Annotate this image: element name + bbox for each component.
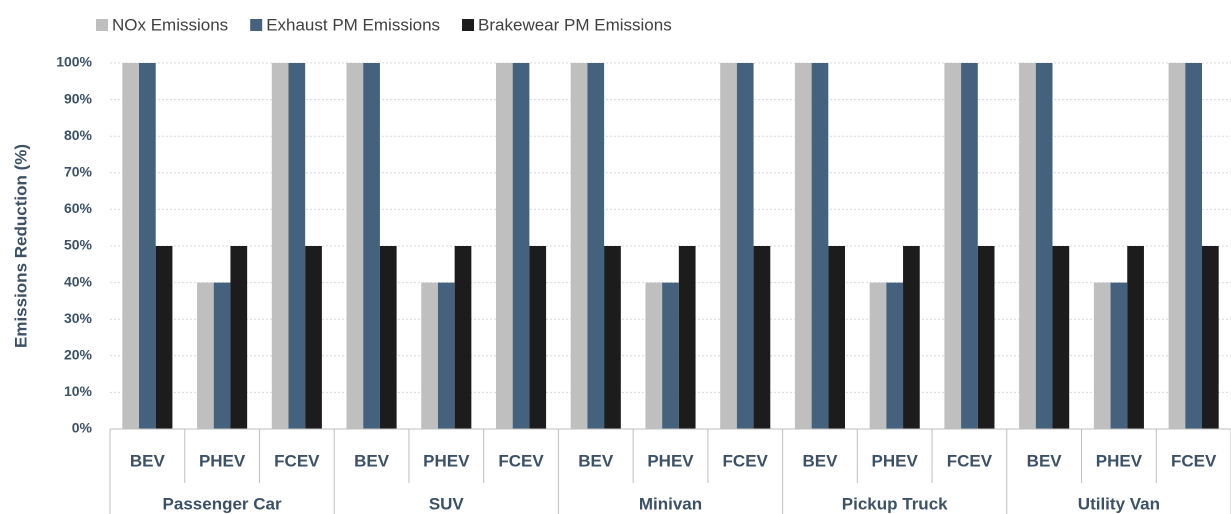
bar [886,282,904,429]
bar [1168,63,1186,429]
x-tick-label: FCEV [723,451,769,470]
legend-label: NOx Emissions [112,15,228,34]
x-tick-label: PHEV [647,451,694,470]
bar [529,246,547,429]
bar [1019,63,1036,429]
x-tick-label: BEV [130,451,166,470]
bar [346,63,364,429]
group-label: Passenger Car [163,494,282,513]
bar [587,63,605,429]
x-tick-label: FCEV [274,451,320,470]
bar [454,246,472,429]
bar [1110,282,1128,429]
y-tick-label: 50% [64,237,93,253]
legend-label: Exhaust PM Emissions [266,15,440,34]
bar [139,63,156,429]
y-axis-title: Emissions Reduction (%) [11,144,30,348]
bar [604,246,621,429]
bar [1201,246,1219,429]
bar [305,246,322,429]
legend-swatch [250,19,263,31]
bar [944,63,962,429]
legend-label: Brakewear PM Emissions [478,15,672,34]
bar [495,63,513,429]
y-tick-label: 100% [56,54,92,70]
x-tick-label: PHEV [199,451,246,470]
bar [155,246,173,429]
bar [662,282,679,429]
bar [903,246,920,429]
bar [828,246,846,429]
bar [570,63,588,429]
y-tick-label: 40% [64,273,93,289]
bar [122,63,140,429]
x-tick-label: BEV [354,451,390,470]
x-tick-label: PHEV [423,451,470,470]
bar [678,246,696,429]
bar [437,282,455,429]
bar [645,282,663,429]
bar [794,63,812,429]
bar [720,63,737,429]
x-tick-label: FCEV [947,451,993,470]
bar [230,246,248,429]
group-label: Pickup Truck [842,494,948,513]
y-tick-label: 20% [64,347,93,363]
x-tick-label: FCEV [1171,451,1217,470]
bar [736,63,754,429]
x-tick-label: FCEV [498,451,544,470]
bar [363,63,380,429]
x-tick-label: BEV [802,451,838,470]
y-tick-label: 90% [64,90,93,106]
bar [512,63,530,429]
x-tick-label: BEV [1027,451,1063,470]
legend-swatch [462,19,475,31]
bar [869,282,887,429]
x-tick-label: PHEV [1096,451,1143,470]
bar [421,282,438,429]
bar [977,246,995,429]
bar [1185,63,1202,429]
bar [1093,282,1111,429]
y-tick-label: 80% [64,127,93,143]
y-tick-label: 0% [72,420,93,436]
bar [753,246,771,429]
bar [961,63,978,429]
group-label: Minivan [639,494,702,513]
bar [1127,246,1144,429]
legend-swatch [96,19,108,31]
bar [288,63,306,429]
bar [197,282,214,429]
y-tick-label: 30% [64,310,93,326]
bar [1052,246,1070,429]
bar [379,246,397,429]
x-tick-label: PHEV [872,451,919,470]
bar [271,63,289,429]
x-tick-label: BEV [578,451,614,470]
bar [213,282,231,429]
y-tick-label: 10% [64,383,93,399]
group-label: Utility Van [1078,494,1160,513]
y-tick-label: 60% [64,200,93,216]
bar [1035,63,1053,429]
bar [811,63,829,429]
y-tick-label: 70% [64,164,93,180]
group-label: SUV [429,494,465,513]
